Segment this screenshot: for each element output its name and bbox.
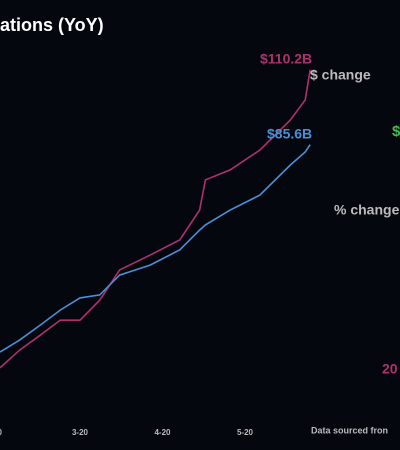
- value-label: $85.6B: [267, 125, 312, 141]
- series-line: [0, 69, 311, 369]
- source-note: Data sourced fron: [311, 425, 388, 435]
- chart-title: ations (YoY): [0, 15, 104, 35]
- annotation: $ change: [310, 67, 371, 83]
- annotation: $: [392, 123, 400, 140]
- x-tick-label: 3-20: [72, 428, 89, 437]
- annotation: % change: [334, 202, 400, 218]
- x-tick-label: 20: [0, 428, 2, 437]
- series-line: [0, 144, 311, 353]
- annotation: 20: [382, 361, 398, 377]
- x-tick-label: 5-20: [237, 428, 254, 437]
- value-label: $110.2B: [260, 51, 312, 67]
- x-tick-label: 4-20: [154, 428, 171, 437]
